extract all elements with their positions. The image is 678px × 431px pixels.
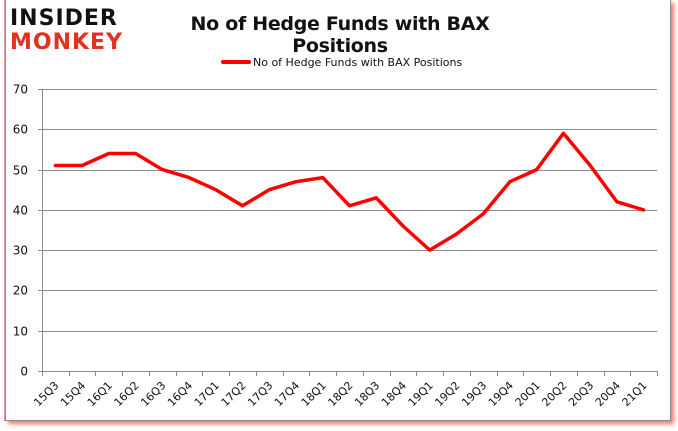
x-tick-label: 20Q2 [539, 379, 569, 409]
y-tick-label: 30 [13, 244, 28, 258]
x-tick-label: 17Q4 [272, 379, 302, 409]
x-tick-label: 19Q2 [432, 379, 462, 409]
x-tick-label: 16Q2 [112, 379, 142, 409]
y-tick-label: 40 [13, 204, 28, 218]
x-tick-label: 20Q1 [513, 379, 543, 409]
insider-monkey-logo: INSIDER MONKEY [10, 4, 130, 56]
x-tick-label: 16Q3 [138, 379, 168, 409]
x-tick-label: 18Q1 [299, 379, 329, 409]
x-tick-label: 17Q3 [245, 379, 275, 409]
legend-label: No of Hedge Funds with BAX Positions [253, 55, 463, 69]
y-tick-label: 50 [13, 164, 28, 178]
x-tick-label: 18Q4 [379, 379, 409, 409]
chart-legend: No of Hedge Funds with BAX Positions [221, 53, 462, 71]
x-tick-label: 16Q1 [85, 379, 115, 409]
y-tick-label: 10 [13, 325, 28, 339]
x-tick-label: 18Q3 [352, 379, 382, 409]
x-tick-label: 16Q4 [165, 379, 195, 409]
data-series-line [53, 131, 646, 252]
x-tick-label: 19Q3 [459, 379, 489, 409]
x-tick-label: 20Q3 [566, 379, 596, 409]
frame-left-edge [4, 0, 5, 421]
y-tick-label: 70 [13, 83, 28, 97]
y-tick-label: 60 [13, 123, 28, 137]
x-tick-label: 17Q2 [219, 379, 249, 409]
logo-line-2: MONKEY [10, 30, 124, 55]
x-tick-label: 19Q1 [406, 379, 436, 409]
x-tick-label: 20Q4 [593, 379, 623, 409]
x-tick-label: 15Q4 [58, 379, 88, 409]
x-tick-label: 19Q4 [486, 379, 516, 409]
x-tick-label: 21Q1 [620, 379, 650, 409]
legend-line-swatch-icon [221, 60, 251, 64]
x-tick-label: 15Q3 [31, 379, 61, 409]
x-tick-label: 18Q2 [325, 379, 355, 409]
x-tick-label: 17Q1 [192, 379, 222, 409]
y-tick-label: 20 [13, 284, 28, 298]
logo-line-1: INSIDER [10, 6, 118, 31]
y-tick-label: 0 [20, 365, 28, 379]
chart-title: No of Hedge Funds with BAX Positions [190, 13, 490, 57]
